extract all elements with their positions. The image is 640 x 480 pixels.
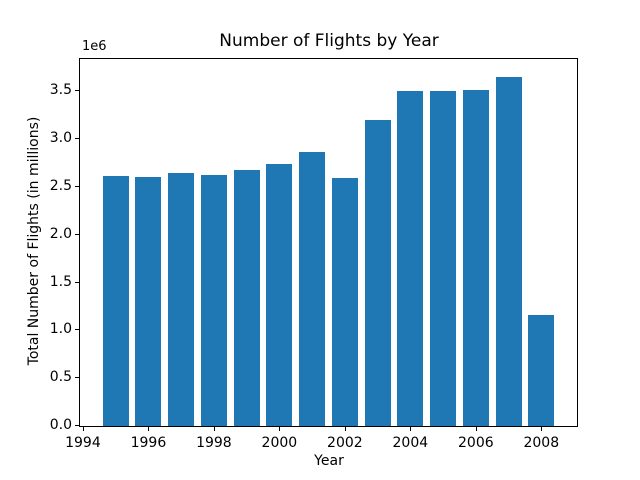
x-axis-label: Year bbox=[314, 453, 344, 469]
chart-title: Number of Flights by Year bbox=[219, 31, 439, 51]
y-tick-mark bbox=[75, 377, 79, 379]
x-tick-label: 2008 bbox=[523, 435, 560, 451]
bar-2005 bbox=[430, 90, 457, 426]
x-tick-mark bbox=[148, 427, 150, 431]
y-tick-mark bbox=[75, 425, 79, 426]
y-tick-label: 1.5 bbox=[49, 273, 72, 290]
y-tick-label: 0.5 bbox=[49, 369, 72, 386]
y-tick-label: 0.0 bbox=[49, 417, 72, 433]
x-tick-mark bbox=[82, 427, 84, 431]
y-tick-label: 2.5 bbox=[49, 178, 72, 195]
bar-2006 bbox=[462, 89, 489, 426]
bar-2003 bbox=[364, 120, 391, 426]
y-tick-label: 2.0 bbox=[49, 225, 72, 242]
bar-1997 bbox=[168, 172, 195, 426]
bar-2007 bbox=[495, 77, 522, 426]
y-tick-mark bbox=[75, 138, 79, 140]
x-tick-mark bbox=[344, 427, 346, 431]
bar-2002 bbox=[331, 177, 358, 426]
x-tick-label: 2002 bbox=[327, 435, 363, 451]
bar-1998 bbox=[200, 174, 227, 426]
y-tick-mark bbox=[75, 90, 79, 92]
y-tick-label: 3.0 bbox=[49, 130, 72, 147]
y-tick-mark bbox=[75, 281, 79, 283]
bar-2001 bbox=[299, 151, 326, 426]
x-tick-mark bbox=[541, 427, 543, 431]
x-tick-mark bbox=[279, 427, 281, 431]
y-tick-label: 1.0 bbox=[49, 321, 72, 338]
x-tick-mark bbox=[475, 427, 477, 431]
bar-2008 bbox=[528, 315, 555, 426]
x-tick-mark bbox=[410, 427, 412, 431]
y-tick-mark bbox=[75, 186, 79, 188]
plot-area bbox=[79, 58, 578, 427]
x-tick-label: 1998 bbox=[196, 435, 232, 451]
x-tick-mark bbox=[213, 427, 215, 431]
bar-1999 bbox=[233, 169, 260, 426]
y-tick-mark bbox=[75, 329, 79, 331]
x-tick-label: 2006 bbox=[458, 435, 494, 451]
bar-2004 bbox=[397, 90, 424, 426]
bar-2000 bbox=[266, 164, 293, 426]
bar-1996 bbox=[135, 176, 162, 426]
x-tick-label: 2000 bbox=[261, 435, 298, 451]
x-tick-label: 1994 bbox=[65, 435, 101, 451]
y-axis-offset-label: 1e6 bbox=[82, 39, 107, 54]
x-tick-label: 2004 bbox=[392, 435, 429, 451]
y-tick-label: 3.5 bbox=[49, 82, 72, 99]
x-tick-label: 1996 bbox=[130, 435, 167, 451]
y-tick-mark bbox=[75, 233, 79, 235]
bar-1995 bbox=[102, 175, 129, 426]
